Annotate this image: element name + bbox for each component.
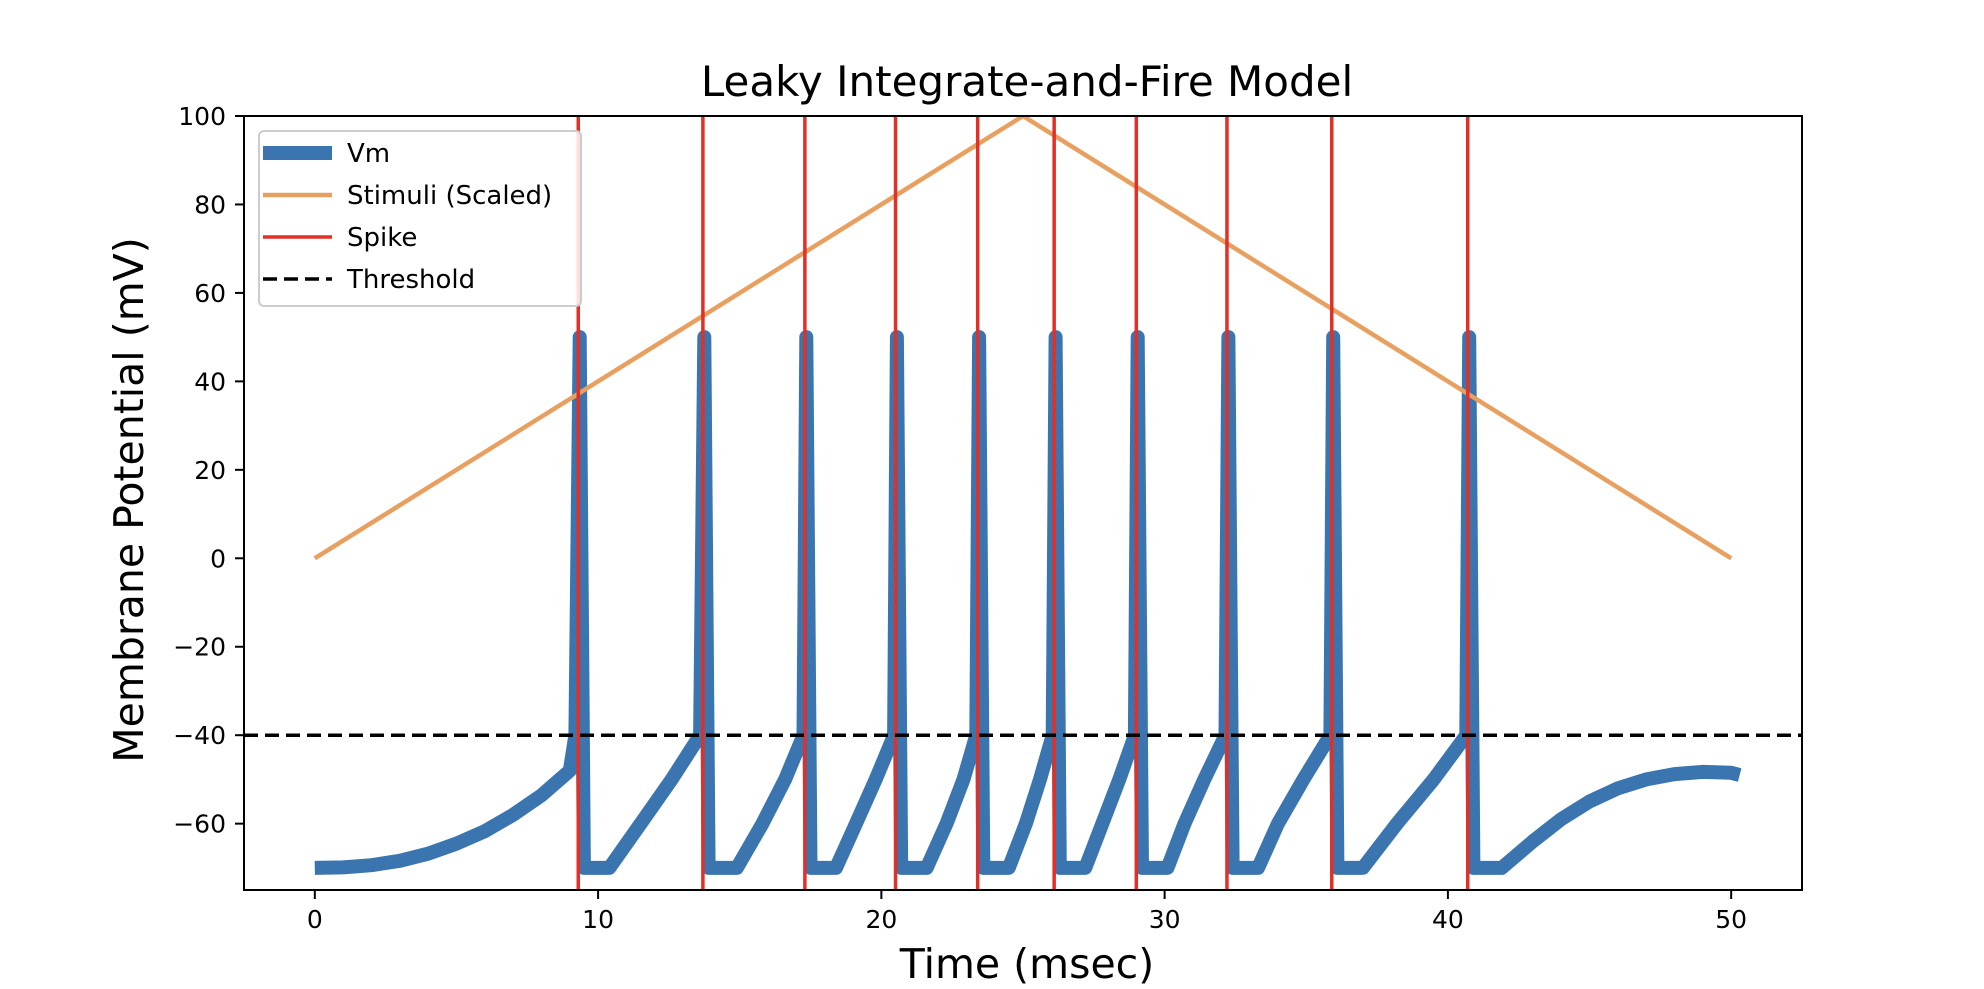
y-tick-label: −60: [173, 810, 226, 839]
legend: Vm Stimuli (Scaled) Spike Threshold: [258, 130, 582, 307]
legend-label: Threshold: [346, 265, 475, 295]
plot-area: [244, 116, 1802, 890]
y-axis-title: Membrane Potential (mV): [105, 237, 153, 762]
legend-label: Spike: [347, 223, 417, 253]
y-tick-label: 80: [194, 190, 226, 219]
y-tick-label: 0: [210, 544, 226, 573]
chart-title: Leaky Integrate-and-Fire Model: [701, 57, 1353, 106]
plot-frame: [243, 115, 1803, 891]
y-tick-label: −20: [173, 633, 226, 662]
x-tick-label: 0: [307, 905, 323, 934]
x-tick-label: 50: [1715, 905, 1747, 934]
y-tick-label: 60: [194, 279, 226, 308]
legend-label: Stimuli (Scaled): [347, 181, 552, 211]
axes-layer: 0 10 20 30 40 50 −60 −40 −20 0 20 40 60 80 100: [173, 102, 1803, 934]
x-tick-label: 40: [1432, 905, 1464, 934]
vm-line: [314, 330, 1742, 875]
stimuli-line: [313, 116, 1733, 561]
legend-label: Vm: [347, 139, 390, 169]
x-tick-label: 10: [582, 905, 614, 934]
legend-box: [258, 130, 582, 307]
x-tick-label: 20: [865, 905, 897, 934]
y-tick-label: 100: [178, 102, 226, 131]
x-axis-title: Time (msec): [899, 940, 1154, 988]
y-tick-label: 40: [194, 367, 226, 396]
y-tick-label: −40: [173, 721, 226, 750]
x-tick-label: 30: [1149, 905, 1181, 934]
y-tick-label: 20: [194, 456, 226, 485]
plot-layer: [244, 116, 1802, 890]
